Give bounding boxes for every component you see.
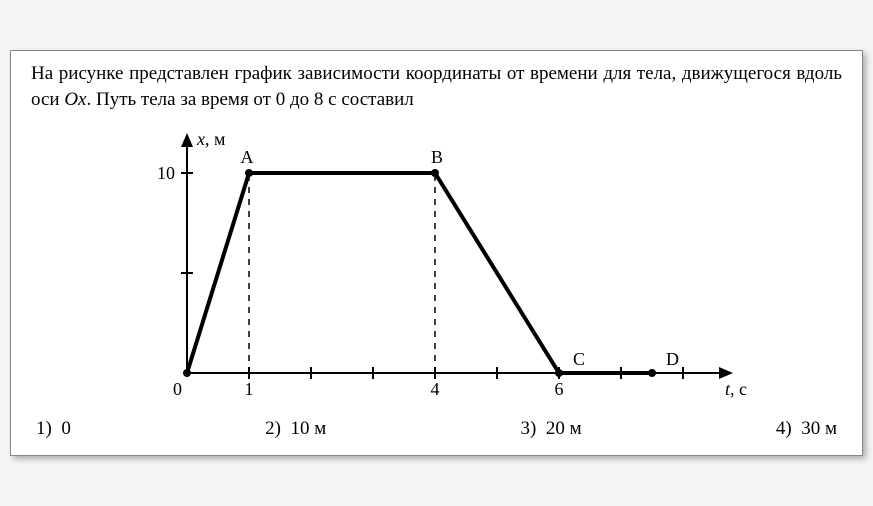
svg-text:A: A xyxy=(240,147,253,167)
answer-num: 4) xyxy=(776,418,792,439)
answer-num: 3) xyxy=(521,418,537,439)
svg-text:10: 10 xyxy=(157,163,175,183)
svg-text:D: D xyxy=(666,349,679,369)
problem-card: На рисунке представлен график зависимост… xyxy=(10,50,863,455)
svg-text:4: 4 xyxy=(430,379,439,399)
question-part2: . Путь тела за время от 0 до 8 с состави… xyxy=(86,89,413,110)
answer-option-2[interactable]: 2) 10 м xyxy=(265,418,326,440)
answer-val: 10 м xyxy=(290,418,326,439)
question-text: На рисунке представлен график зависимост… xyxy=(31,61,842,112)
answer-val: 20 м xyxy=(546,418,582,439)
svg-text:1: 1 xyxy=(244,379,253,399)
svg-text:x, м: x, м xyxy=(196,129,225,149)
answer-option-4[interactable]: 4) 30 м xyxy=(776,418,837,440)
answer-num: 2) xyxy=(265,418,281,439)
svg-text:B: B xyxy=(430,147,442,167)
answer-val: 0 xyxy=(61,418,71,439)
svg-text:0: 0 xyxy=(173,379,182,399)
axis-name: Ox xyxy=(64,89,86,110)
answer-num: 1) xyxy=(36,418,52,439)
svg-text:t, с: t, с xyxy=(725,379,747,399)
answer-option-1[interactable]: 1) 0 xyxy=(36,418,71,440)
svg-text:6: 6 xyxy=(554,379,563,399)
answer-option-3[interactable]: 3) 20 м xyxy=(521,418,582,440)
chart-container: x, м t, с 0 10 1 4 6 A B C D xyxy=(31,123,842,403)
svg-text:C: C xyxy=(573,349,585,369)
answer-val: 30 м xyxy=(801,418,837,439)
answer-row: 1) 0 2) 10 м 3) 20 м 4) 30 м xyxy=(31,418,842,440)
coordinate-chart: x, м t, с 0 10 1 4 6 A B C D xyxy=(127,123,747,403)
